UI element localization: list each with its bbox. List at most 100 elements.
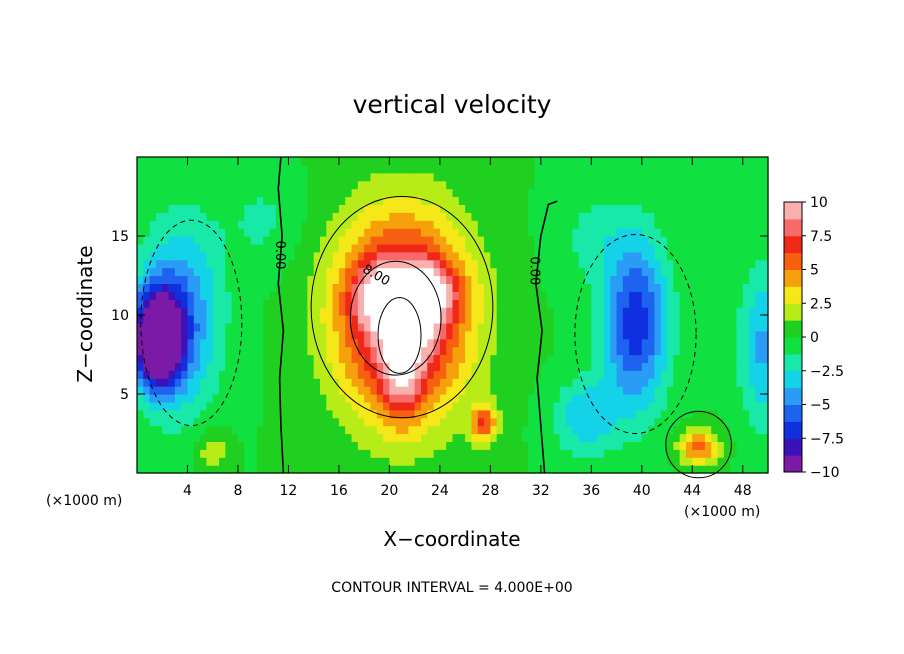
- heatmap-cell: [389, 425, 397, 435]
- heatmap-cell: [622, 259, 630, 269]
- heatmap-cell: [364, 441, 372, 450]
- heatmap-cell: [294, 425, 302, 435]
- heatmap-cell: [282, 157, 290, 166]
- heatmap-cell: [263, 299, 271, 308]
- heatmap-cell: [143, 457, 151, 466]
- heatmap-cell: [313, 449, 321, 458]
- heatmap-cell: [345, 228, 353, 237]
- heatmap-cell: [471, 378, 479, 387]
- heatmap-cell: [256, 259, 264, 269]
- heatmap-cell: [193, 401, 201, 411]
- heatmap-cell: [225, 196, 233, 205]
- heatmap-cell: [629, 370, 637, 379]
- heatmap-cell: [641, 394, 649, 403]
- heatmap-cell: [723, 180, 731, 190]
- heatmap-cell: [225, 322, 233, 332]
- heatmap-cell: [502, 243, 510, 253]
- heatmap-cell: [521, 164, 529, 174]
- heatmap-cell: [509, 362, 517, 371]
- heatmap-cell: [345, 394, 353, 403]
- heatmap-cell: [313, 283, 321, 292]
- x-tick-label: 32: [532, 483, 550, 499]
- heatmap-cell: [509, 291, 517, 300]
- heatmap-cell: [420, 251, 428, 261]
- heatmap-cell: [137, 441, 144, 450]
- heatmap-cell: [263, 394, 271, 403]
- heatmap-cell: [200, 315, 208, 324]
- heatmap-cell: [458, 172, 466, 182]
- heatmap-cell: [610, 172, 618, 182]
- heatmap-cell: [383, 243, 390, 253]
- heatmap-cell: [566, 425, 573, 435]
- heatmap-cell: [319, 291, 327, 300]
- heatmap-cell: [458, 362, 466, 371]
- heatmap-cell: [402, 465, 409, 474]
- heatmap-cell: [616, 236, 624, 245]
- heatmap-cell: [484, 449, 491, 458]
- heatmap-cell: [383, 465, 390, 474]
- heatmap-cell: [723, 417, 731, 427]
- heatmap-cell: [402, 417, 409, 427]
- heatmap-cell: [553, 164, 561, 174]
- heatmap-cell: [219, 299, 226, 308]
- heatmap-cell: [332, 228, 340, 237]
- heatmap-cell: [616, 425, 624, 435]
- heatmap-cell: [269, 417, 277, 427]
- heatmap-cell: [174, 172, 182, 182]
- heatmap-cell: [679, 354, 687, 363]
- heatmap-cell: [704, 204, 712, 213]
- heatmap-cell: [698, 291, 706, 300]
- heatmap-cell: [174, 180, 182, 190]
- heatmap-cell: [137, 394, 144, 403]
- heatmap-cell: [515, 433, 523, 442]
- heatmap-cell: [237, 465, 245, 474]
- heatmap-cell: [496, 409, 504, 419]
- heatmap-cell: [370, 236, 378, 245]
- heatmap-cell: [660, 354, 668, 363]
- heatmap-cell: [231, 401, 239, 411]
- heatmap-cell: [357, 417, 365, 427]
- heatmap-cell: [219, 425, 226, 435]
- heatmap-cell: [282, 204, 290, 213]
- heatmap-cell: [439, 164, 447, 174]
- heatmap-cell: [603, 338, 611, 348]
- heatmap-cell: [654, 243, 662, 253]
- heatmap-cell: [679, 370, 687, 379]
- heatmap-cell: [679, 164, 687, 174]
- heatmap-cell: [660, 299, 668, 308]
- heatmap-cell: [269, 157, 277, 166]
- heatmap-cell: [143, 394, 151, 403]
- heatmap-cell: [458, 283, 466, 292]
- heatmap-cell: [540, 212, 548, 221]
- heatmap-cell: [414, 157, 422, 166]
- heatmap-cell: [597, 330, 605, 340]
- heatmap-cell: [685, 330, 693, 340]
- heatmap-cell: [250, 299, 258, 308]
- heatmap-cell: [629, 243, 637, 253]
- heatmap-cell: [364, 370, 372, 379]
- heatmap-cell: [370, 164, 378, 174]
- heatmap-cell: [648, 386, 656, 395]
- heatmap-cell: [597, 299, 605, 308]
- heatmap-cell: [294, 196, 302, 205]
- heatmap-cell: [149, 417, 157, 427]
- heatmap-cell: [181, 394, 189, 403]
- heatmap-cell: [477, 330, 485, 340]
- heatmap-cell: [559, 188, 567, 198]
- heatmap-cell: [301, 251, 308, 261]
- heatmap-cell: [225, 275, 233, 284]
- heatmap-cell: [288, 330, 296, 340]
- heatmap-cell: [269, 291, 277, 300]
- heatmap-cell: [225, 220, 233, 229]
- heatmap-cell: [168, 394, 176, 403]
- heatmap-cell: [319, 401, 327, 411]
- heatmap-cell: [288, 299, 296, 308]
- heatmap-cell: [515, 236, 523, 245]
- heatmap-cell: [490, 172, 498, 182]
- heatmap-cell: [673, 433, 681, 442]
- heatmap-cell: [357, 259, 365, 269]
- heatmap-cell: [509, 378, 517, 387]
- colorbar-tick-label: 7.5: [810, 229, 832, 245]
- heatmap-cell: [635, 299, 643, 308]
- heatmap-cell: [219, 354, 226, 363]
